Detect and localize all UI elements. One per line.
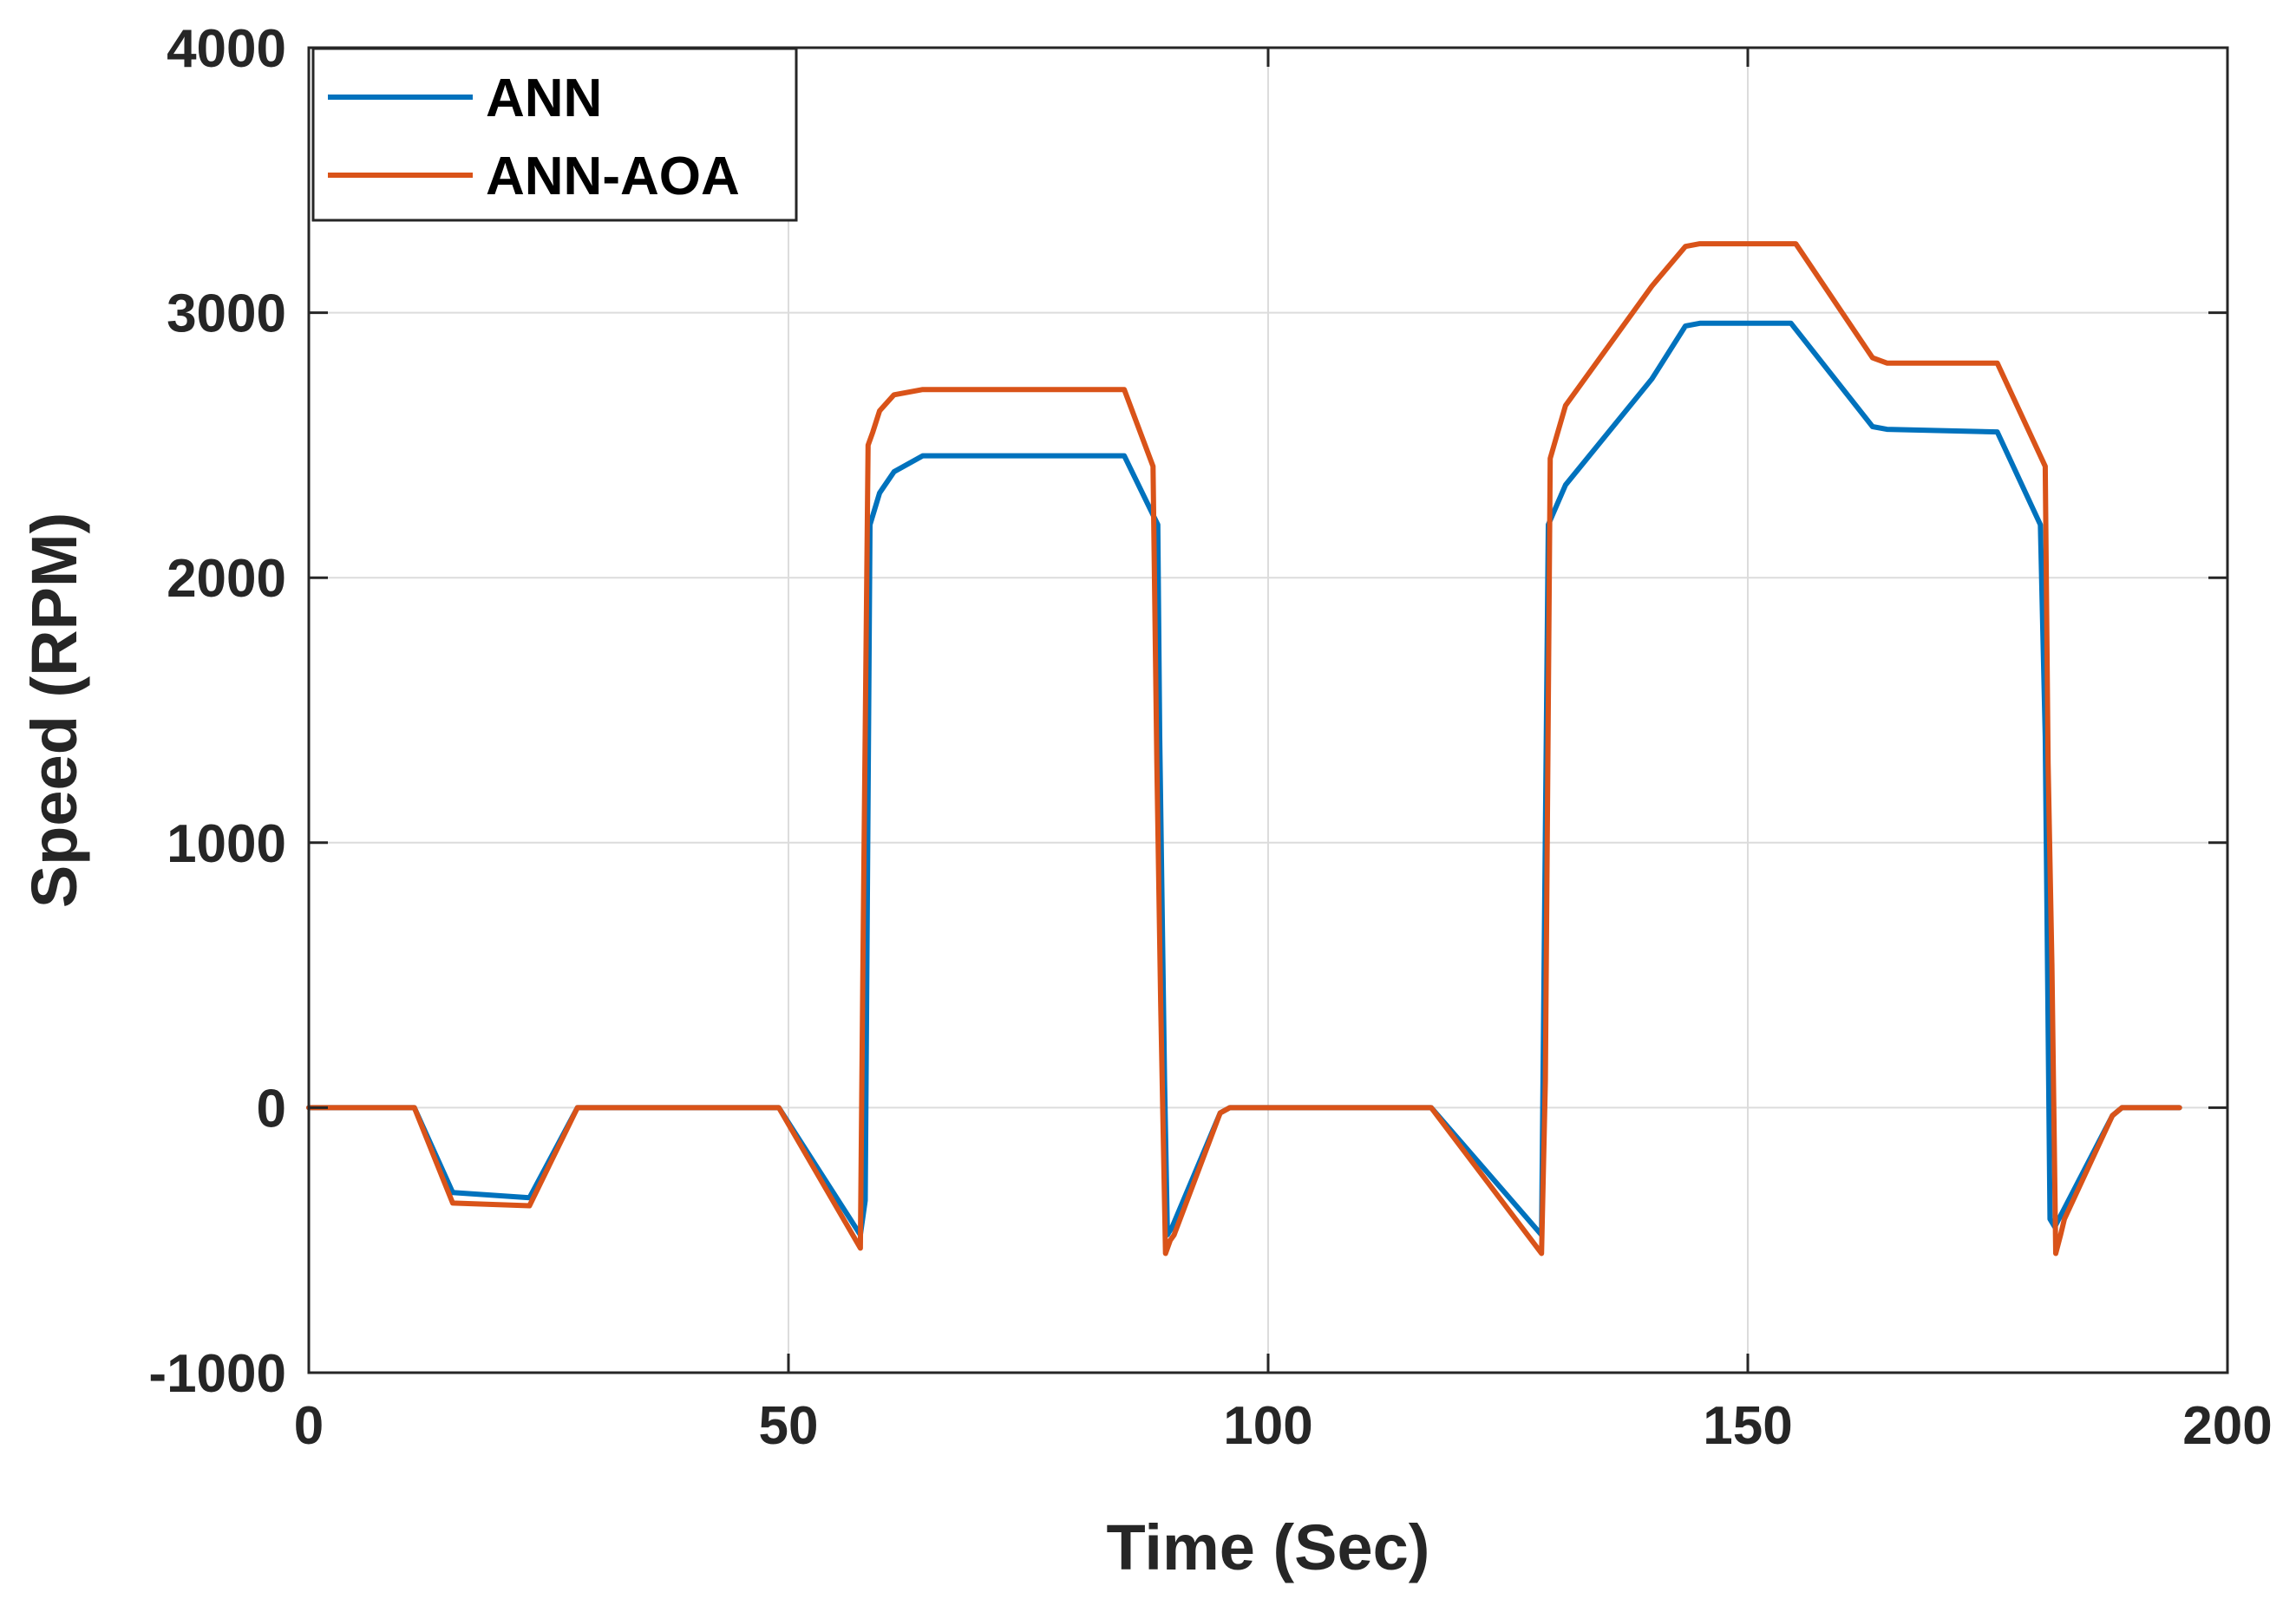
y-tick-label: 2000 bbox=[167, 549, 286, 609]
legend-box bbox=[311, 47, 798, 222]
y-tick-label: 4000 bbox=[167, 19, 286, 79]
x-tick-label: 200 bbox=[2182, 1396, 2272, 1456]
y-ticks: -1000 0 1000 2000 3000 4000 bbox=[148, 19, 2227, 1404]
x-tick-label: 100 bbox=[1223, 1396, 1312, 1456]
legend-label-ann-aoa: ANN-AOA bbox=[486, 147, 740, 206]
y-axis-label: Speed (RPM) bbox=[18, 512, 90, 908]
x-tick-label: 0 bbox=[294, 1396, 324, 1456]
x-axis-label: Time (Sec) bbox=[1107, 1511, 1430, 1583]
y-tick-label: 0 bbox=[257, 1079, 286, 1139]
x-ticks: 0 50 100 150 200 bbox=[294, 48, 2273, 1456]
legend-label-ann: ANN bbox=[486, 69, 602, 128]
x-tick-label: 50 bbox=[759, 1396, 819, 1456]
series-line-ann-aoa bbox=[306, 241, 2182, 1256]
y-tick-label: 1000 bbox=[167, 814, 286, 874]
y-tick-label: -1000 bbox=[148, 1344, 286, 1404]
x-tick-label: 150 bbox=[1703, 1396, 1792, 1456]
series-layer bbox=[306, 241, 2182, 1256]
legend: ANN ANN-AOA bbox=[311, 47, 798, 222]
y-tick-label: 3000 bbox=[167, 284, 286, 344]
